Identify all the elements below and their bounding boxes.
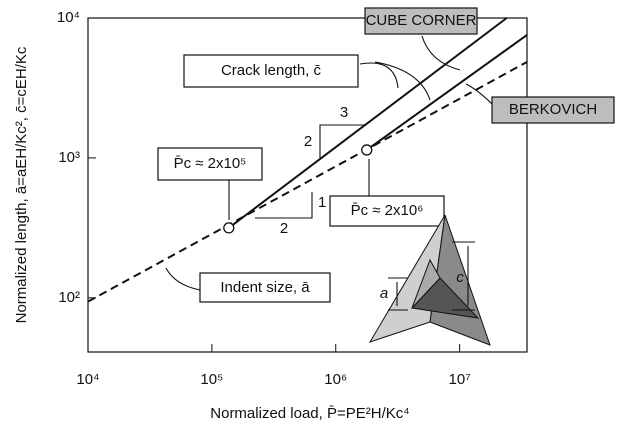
annotation: Indent size, ā — [220, 279, 310, 296]
annotations: CUBE CORNER Crack length, c̄ BERKOVICH P… — [157, 7, 615, 303]
y-axis-label: Normalized length, ā=aEH/Kc², c̄=cEH/Kc — [13, 46, 30, 323]
annotation: a — [380, 285, 388, 302]
transition-point — [361, 144, 373, 156]
x-tick-label: 10⁵ — [200, 371, 223, 388]
series-line — [366, 34, 528, 151]
annotation: P̄c ≈ 2x10⁶ — [351, 202, 424, 219]
x-axis-label: Normalized load, P̄=PE²H/Kc⁴ — [210, 405, 409, 422]
slope-triangle — [255, 192, 313, 219]
series-line — [87, 61, 528, 303]
annotation: CUBE CORNER — [366, 12, 477, 29]
arrow — [465, 83, 493, 105]
annotation: 2 — [280, 220, 288, 237]
annotation: c — [456, 269, 464, 286]
label-box — [199, 272, 331, 303]
arrow — [165, 267, 201, 291]
y-tick-label: 10³ — [58, 149, 80, 166]
annotation: P̄c ≈ 2x10⁵ — [174, 155, 247, 172]
inset-indenter: a c — [368, 214, 491, 346]
x-tick-label: 10⁷ — [449, 371, 471, 388]
arrow — [359, 61, 431, 101]
y-tick-label: 10² — [58, 289, 80, 306]
label-box — [491, 96, 615, 124]
y-tick-label: 10⁴ — [57, 9, 80, 26]
x-tick-label: 10⁶ — [324, 371, 347, 388]
plot-frame — [87, 17, 528, 353]
arrow — [421, 35, 461, 71]
annotation: 3 — [340, 104, 348, 121]
label-box — [157, 147, 263, 181]
slope-triangle — [319, 124, 365, 160]
label-box — [364, 7, 478, 35]
annotation: BERKOVICH — [509, 101, 597, 118]
series-line — [228, 17, 508, 229]
label-box — [329, 195, 445, 227]
annotation: 1 — [318, 194, 326, 211]
annotation: Crack length, c̄ — [221, 62, 322, 79]
transition-point — [223, 222, 235, 234]
face — [411, 258, 441, 309]
x-tick-label: 10⁴ — [76, 371, 99, 388]
label-box — [183, 54, 359, 88]
dimension-lines — [388, 241, 475, 311]
annotation: 2 — [304, 133, 312, 150]
